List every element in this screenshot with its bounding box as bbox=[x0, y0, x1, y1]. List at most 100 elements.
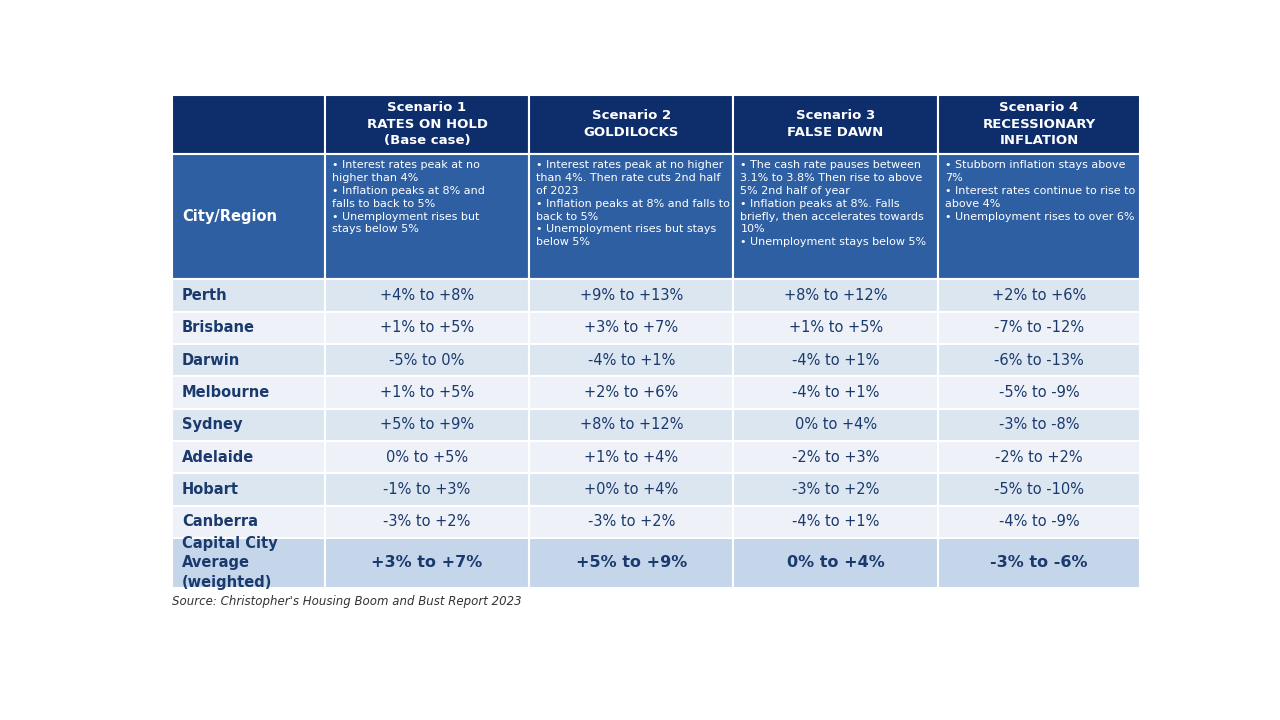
Bar bbox=[529, 441, 733, 473]
Bar bbox=[733, 279, 938, 312]
Bar bbox=[938, 279, 1140, 312]
Text: -3% to -6%: -3% to -6% bbox=[991, 556, 1088, 570]
Bar bbox=[325, 95, 529, 153]
Text: +1% to +4%: +1% to +4% bbox=[584, 449, 678, 464]
Bar bbox=[733, 505, 938, 538]
Bar bbox=[938, 473, 1140, 505]
Text: +4% to +8%: +4% to +8% bbox=[380, 288, 474, 303]
Text: 0% to +5%: 0% to +5% bbox=[387, 449, 468, 464]
Text: City/Region: City/Region bbox=[182, 209, 276, 224]
Text: +9% to +13%: +9% to +13% bbox=[580, 288, 684, 303]
Bar bbox=[172, 538, 325, 588]
Bar bbox=[938, 409, 1140, 441]
Text: +5% to +9%: +5% to +9% bbox=[576, 556, 687, 570]
Text: -2% to +2%: -2% to +2% bbox=[995, 449, 1083, 464]
Text: +2% to +6%: +2% to +6% bbox=[992, 288, 1085, 303]
Bar bbox=[529, 95, 733, 153]
Bar bbox=[733, 344, 938, 377]
Bar bbox=[938, 505, 1140, 538]
Bar bbox=[325, 473, 529, 505]
Text: -7% to -12%: -7% to -12% bbox=[993, 320, 1084, 336]
Bar bbox=[172, 505, 325, 538]
Bar bbox=[325, 538, 529, 588]
Text: -4% to -9%: -4% to -9% bbox=[998, 514, 1079, 529]
Bar bbox=[172, 473, 325, 505]
Text: Scenario 3
FALSE DAWN: Scenario 3 FALSE DAWN bbox=[787, 109, 883, 139]
Text: • Stubborn inflation stays above
7%
• Interest rates continue to rise to
above 4: • Stubborn inflation stays above 7% • In… bbox=[945, 161, 1135, 222]
Bar bbox=[733, 153, 938, 279]
Bar bbox=[172, 312, 325, 344]
Text: Scenario 2
GOLDILOCKS: Scenario 2 GOLDILOCKS bbox=[584, 109, 678, 139]
Bar bbox=[529, 538, 733, 588]
Bar bbox=[172, 441, 325, 473]
Text: 0% to +4%: 0% to +4% bbox=[795, 418, 877, 432]
Text: Canberra: Canberra bbox=[182, 514, 257, 529]
Bar bbox=[172, 95, 325, 153]
Text: +8% to +12%: +8% to +12% bbox=[783, 288, 887, 303]
Bar bbox=[733, 409, 938, 441]
Bar bbox=[529, 344, 733, 377]
Text: Melbourne: Melbourne bbox=[182, 385, 270, 400]
Text: -4% to +1%: -4% to +1% bbox=[792, 514, 879, 529]
Text: -1% to +3%: -1% to +3% bbox=[384, 482, 471, 497]
Bar bbox=[938, 153, 1140, 279]
Text: Sydney: Sydney bbox=[182, 418, 242, 432]
Bar bbox=[529, 377, 733, 409]
Text: +2% to +6%: +2% to +6% bbox=[584, 385, 678, 400]
Text: -6% to -13%: -6% to -13% bbox=[995, 353, 1084, 368]
Bar bbox=[938, 312, 1140, 344]
Bar bbox=[325, 505, 529, 538]
Text: • The cash rate pauses between
3.1% to 3.8% Then rise to above
5% 2nd half of ye: • The cash rate pauses between 3.1% to 3… bbox=[740, 161, 927, 247]
Text: Scenario 1
RATES ON HOLD
(Base case): Scenario 1 RATES ON HOLD (Base case) bbox=[366, 102, 488, 147]
Text: -5% to 0%: -5% to 0% bbox=[389, 353, 465, 368]
Bar bbox=[325, 279, 529, 312]
Text: -3% to +2%: -3% to +2% bbox=[588, 514, 675, 529]
Bar bbox=[172, 344, 325, 377]
Bar bbox=[172, 409, 325, 441]
Text: +3% to +7%: +3% to +7% bbox=[584, 320, 678, 336]
Bar bbox=[529, 473, 733, 505]
Text: -3% to -8%: -3% to -8% bbox=[998, 418, 1079, 432]
Bar bbox=[733, 441, 938, 473]
Text: +0% to +4%: +0% to +4% bbox=[584, 482, 678, 497]
Bar bbox=[938, 95, 1140, 153]
Bar bbox=[325, 344, 529, 377]
Text: +1% to +5%: +1% to +5% bbox=[380, 320, 474, 336]
Text: Adelaide: Adelaide bbox=[182, 449, 253, 464]
Bar bbox=[733, 538, 938, 588]
Text: -4% to +1%: -4% to +1% bbox=[588, 353, 675, 368]
Bar bbox=[733, 473, 938, 505]
Bar bbox=[529, 153, 733, 279]
Text: Hobart: Hobart bbox=[182, 482, 239, 497]
Text: +1% to +5%: +1% to +5% bbox=[788, 320, 883, 336]
Bar bbox=[938, 441, 1140, 473]
Bar bbox=[733, 377, 938, 409]
Text: -4% to +1%: -4% to +1% bbox=[792, 353, 879, 368]
Bar bbox=[938, 377, 1140, 409]
Text: +5% to +9%: +5% to +9% bbox=[380, 418, 474, 432]
Text: +3% to +7%: +3% to +7% bbox=[371, 556, 483, 570]
Bar bbox=[325, 441, 529, 473]
Bar bbox=[529, 505, 733, 538]
Text: Capital City
Average
(weighted): Capital City Average (weighted) bbox=[182, 536, 278, 590]
Bar bbox=[325, 377, 529, 409]
Bar bbox=[529, 279, 733, 312]
Text: -2% to +3%: -2% to +3% bbox=[792, 449, 879, 464]
Bar bbox=[938, 538, 1140, 588]
Text: -5% to -9%: -5% to -9% bbox=[998, 385, 1079, 400]
Text: • Interest rates peak at no
higher than 4%
• Inflation peaks at 8% and
falls to : • Interest rates peak at no higher than … bbox=[332, 161, 485, 234]
Text: +1% to +5%: +1% to +5% bbox=[380, 385, 474, 400]
Bar bbox=[529, 312, 733, 344]
Bar bbox=[733, 95, 938, 153]
Text: -3% to +2%: -3% to +2% bbox=[383, 514, 471, 529]
Text: • Interest rates peak at no higher
than 4%. Then rate cuts 2nd half
of 2023
• In: • Interest rates peak at no higher than … bbox=[536, 161, 730, 247]
Text: -3% to +2%: -3% to +2% bbox=[792, 482, 879, 497]
Text: Source: Christopher's Housing Boom and Bust Report 2023: Source: Christopher's Housing Boom and B… bbox=[172, 595, 521, 608]
Text: 0% to +4%: 0% to +4% bbox=[787, 556, 884, 570]
Text: Perth: Perth bbox=[182, 288, 228, 303]
Bar bbox=[325, 409, 529, 441]
Bar bbox=[172, 377, 325, 409]
Bar bbox=[325, 153, 529, 279]
Text: Brisbane: Brisbane bbox=[182, 320, 255, 336]
Bar bbox=[172, 279, 325, 312]
